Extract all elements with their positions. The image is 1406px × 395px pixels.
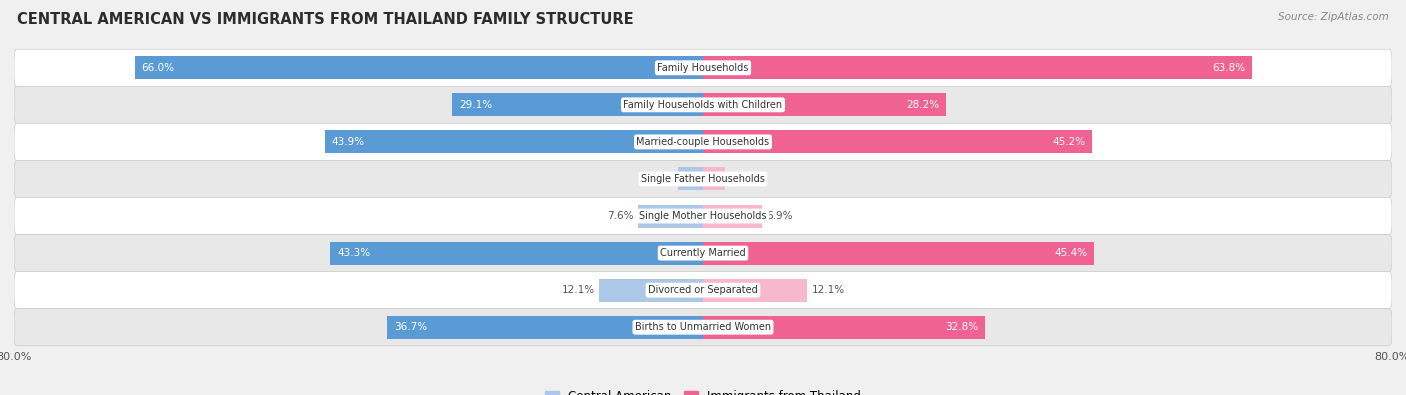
- Bar: [330, 242, 703, 265]
- Bar: [453, 93, 703, 117]
- Text: 36.7%: 36.7%: [394, 322, 427, 332]
- Bar: [387, 316, 703, 339]
- Text: 12.1%: 12.1%: [561, 285, 595, 295]
- FancyBboxPatch shape: [14, 87, 1392, 123]
- Text: 6.9%: 6.9%: [766, 211, 793, 221]
- Bar: [703, 205, 762, 228]
- Text: 12.1%: 12.1%: [811, 285, 845, 295]
- Bar: [678, 167, 703, 190]
- Bar: [325, 130, 703, 153]
- Text: 29.1%: 29.1%: [460, 100, 492, 110]
- Legend: Central American, Immigrants from Thailand: Central American, Immigrants from Thaila…: [540, 385, 866, 395]
- Text: Births to Unmarried Women: Births to Unmarried Women: [636, 322, 770, 332]
- Text: Currently Married: Currently Married: [661, 248, 745, 258]
- Bar: [703, 56, 1253, 79]
- Text: CENTRAL AMERICAN VS IMMIGRANTS FROM THAILAND FAMILY STRUCTURE: CENTRAL AMERICAN VS IMMIGRANTS FROM THAI…: [17, 12, 634, 27]
- Bar: [703, 93, 946, 117]
- Text: Source: ZipAtlas.com: Source: ZipAtlas.com: [1278, 12, 1389, 22]
- FancyBboxPatch shape: [14, 123, 1392, 160]
- Bar: [599, 278, 703, 302]
- Text: 2.5%: 2.5%: [728, 174, 755, 184]
- Text: 63.8%: 63.8%: [1212, 63, 1246, 73]
- Text: Divorced or Separated: Divorced or Separated: [648, 285, 758, 295]
- Text: Family Households: Family Households: [658, 63, 748, 73]
- Bar: [703, 242, 1094, 265]
- Text: 32.8%: 32.8%: [945, 322, 979, 332]
- Bar: [703, 316, 986, 339]
- Text: 45.4%: 45.4%: [1054, 248, 1087, 258]
- FancyBboxPatch shape: [14, 160, 1392, 198]
- Text: Married-couple Households: Married-couple Households: [637, 137, 769, 147]
- Text: 66.0%: 66.0%: [142, 63, 174, 73]
- FancyBboxPatch shape: [14, 198, 1392, 235]
- Text: 43.3%: 43.3%: [337, 248, 370, 258]
- FancyBboxPatch shape: [14, 235, 1392, 272]
- Text: 7.6%: 7.6%: [607, 211, 633, 221]
- Text: 2.9%: 2.9%: [647, 174, 673, 184]
- Bar: [703, 278, 807, 302]
- Bar: [703, 130, 1092, 153]
- Bar: [703, 167, 724, 190]
- Text: Single Father Households: Single Father Households: [641, 174, 765, 184]
- Bar: [637, 205, 703, 228]
- Text: Family Households with Children: Family Households with Children: [623, 100, 783, 110]
- Text: 45.2%: 45.2%: [1052, 137, 1085, 147]
- Text: 28.2%: 28.2%: [905, 100, 939, 110]
- FancyBboxPatch shape: [14, 49, 1392, 87]
- Text: Single Mother Households: Single Mother Households: [640, 211, 766, 221]
- FancyBboxPatch shape: [14, 308, 1392, 346]
- Text: 43.9%: 43.9%: [332, 137, 366, 147]
- FancyBboxPatch shape: [14, 272, 1392, 308]
- Bar: [135, 56, 703, 79]
